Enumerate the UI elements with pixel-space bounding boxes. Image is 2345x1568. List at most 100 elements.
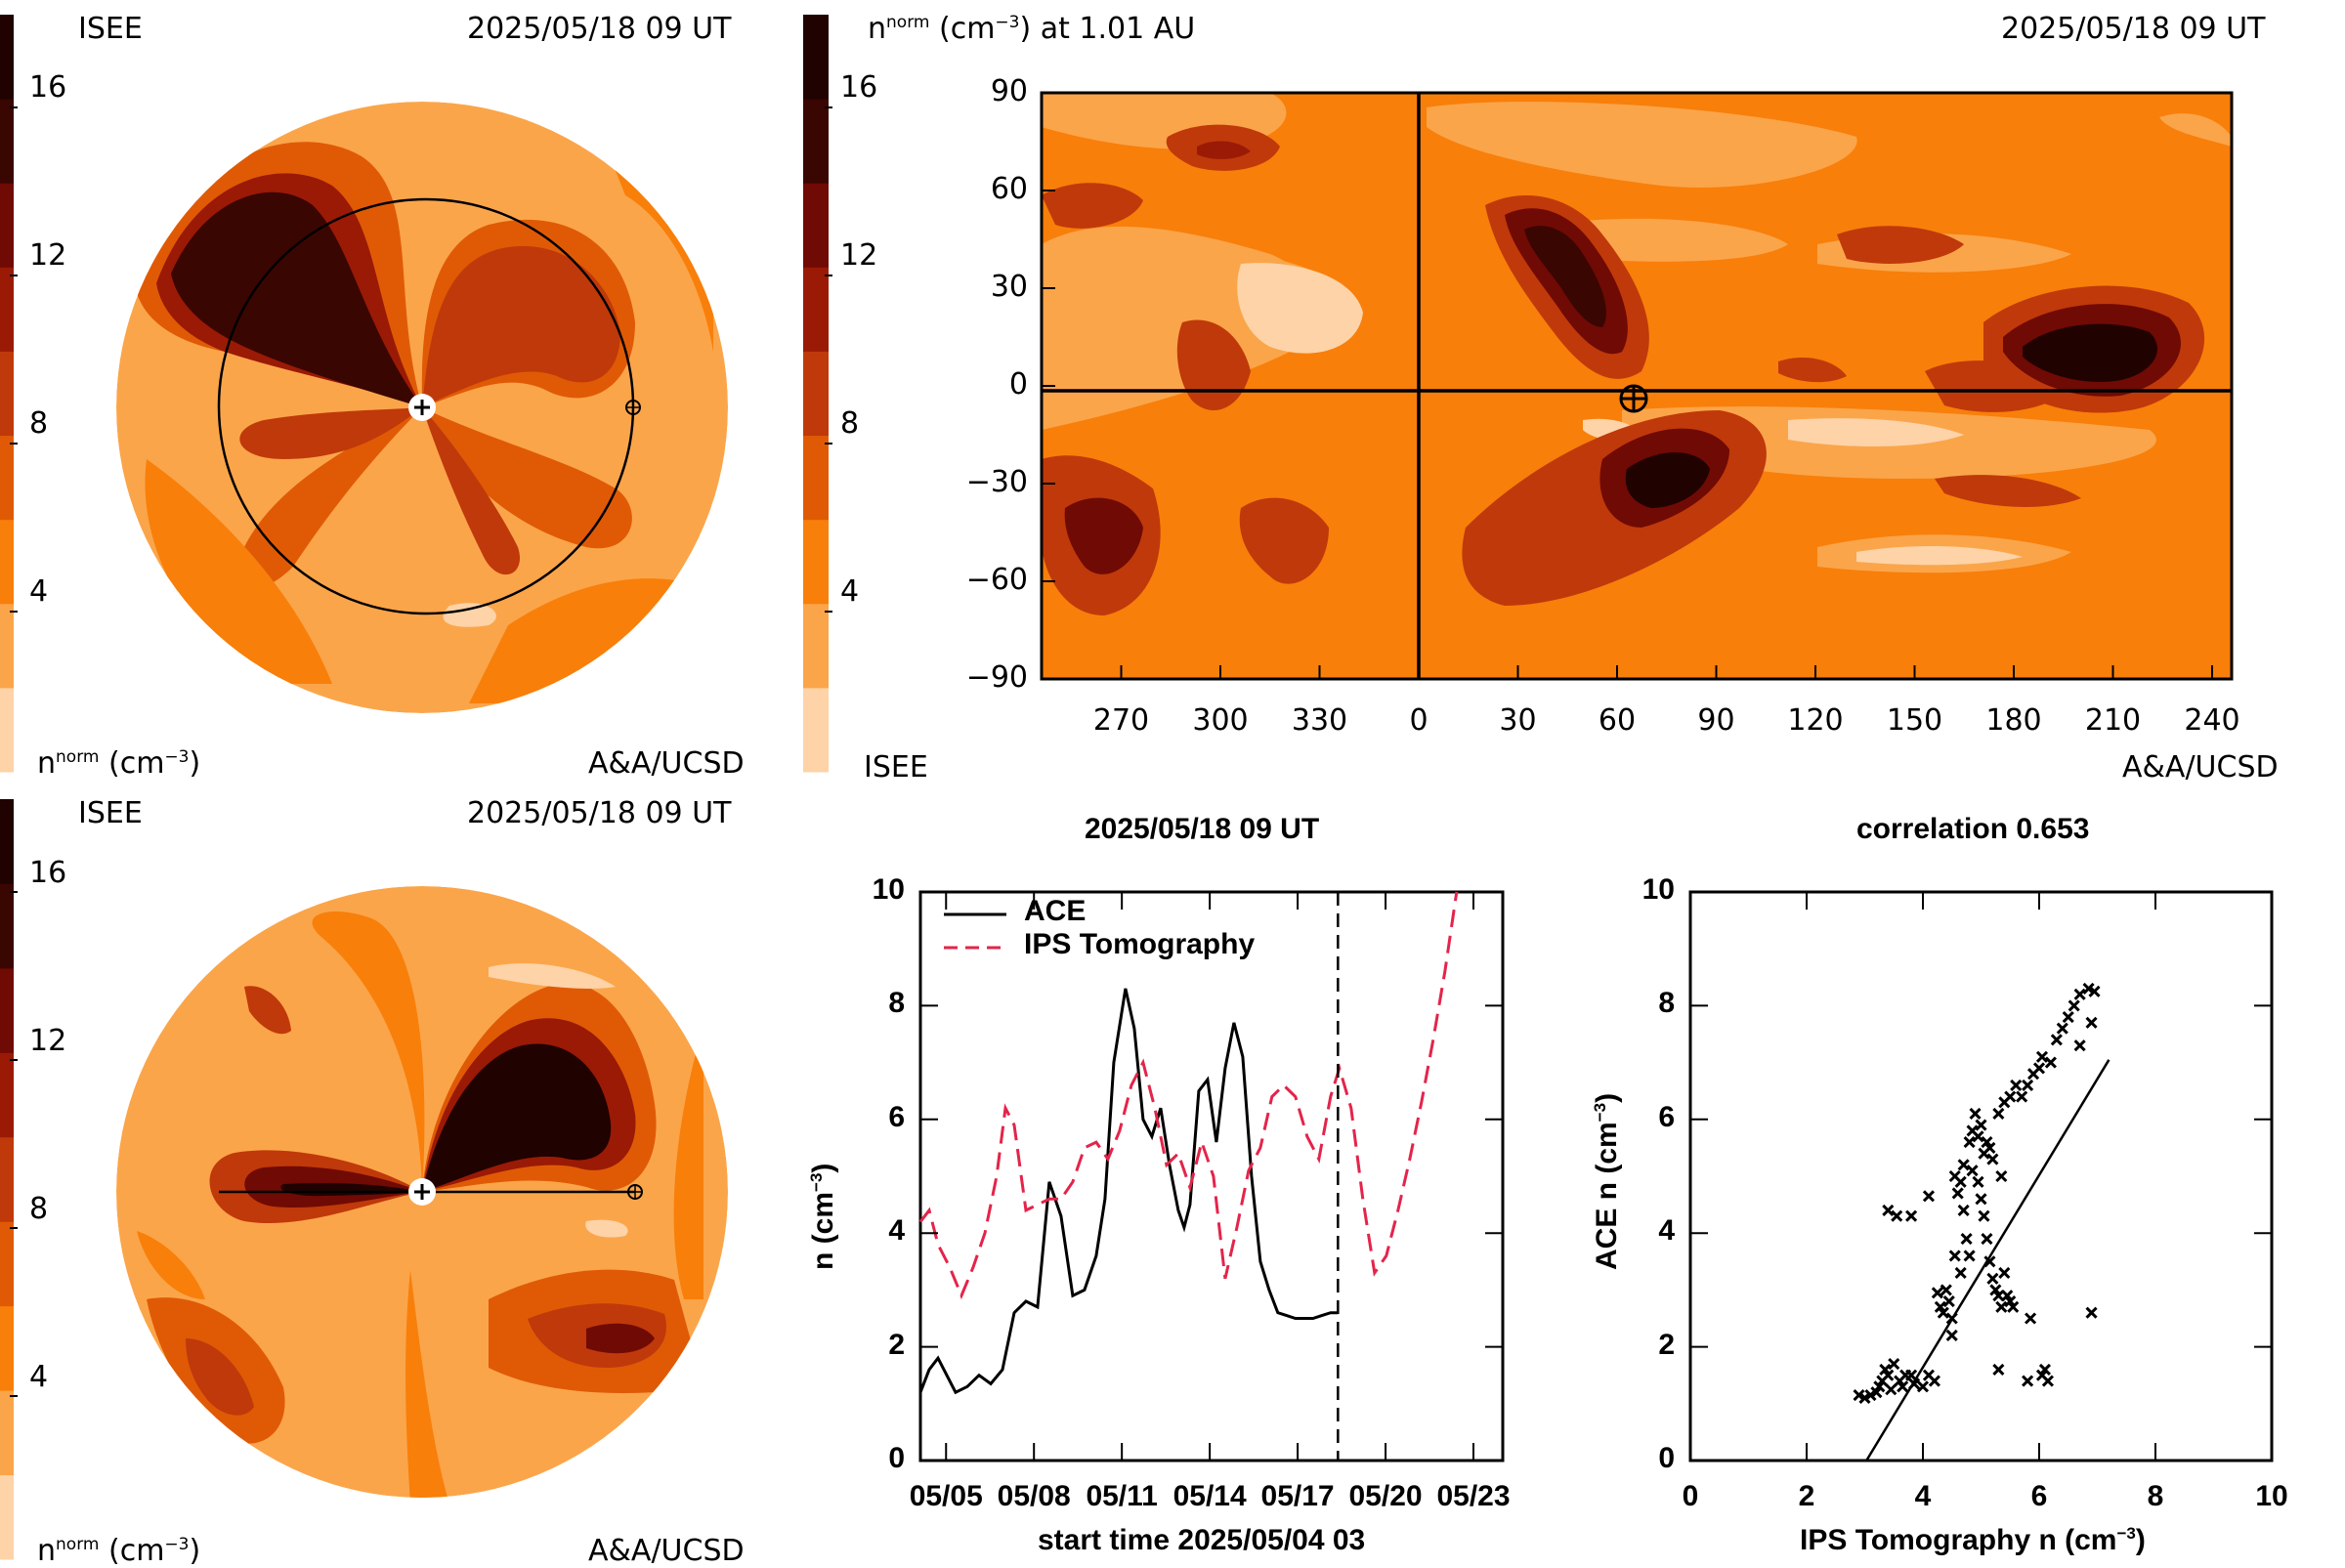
scatter-point <box>1942 1294 1955 1308</box>
longitude-tick-label: 330 <box>1291 703 1348 738</box>
fit-line <box>1865 1059 2110 1462</box>
scatter-point <box>1882 1369 1895 1381</box>
latitude-tick-label: 30 <box>990 270 1028 304</box>
x-tick-label: 05/14 <box>1172 1480 1247 1512</box>
scatter-point <box>2022 1079 2034 1091</box>
y-tick-label: 8 <box>1658 987 1675 1020</box>
longitude-tick-label: 180 <box>1985 703 2042 738</box>
scatter-point <box>1951 1187 1964 1200</box>
scatter-point <box>1948 1250 1961 1262</box>
longitude-tick-label: 90 <box>1697 703 1735 738</box>
colorbar-segment <box>803 351 829 437</box>
map-title: nnorm (cm−3) at 1.01 AU <box>868 12 1196 46</box>
latitude-tick-label: −90 <box>965 660 1028 695</box>
scatter-point <box>1940 1284 1952 1296</box>
scatter-point <box>1882 1204 1895 1216</box>
scatter-point <box>1969 1107 1982 1121</box>
scatter-point <box>1905 1369 1918 1381</box>
colorbar-segment <box>0 267 14 352</box>
colorbar-segment <box>803 99 829 184</box>
colorbar-tick-label: 16 <box>29 856 67 890</box>
colorbar-segment <box>0 435 14 521</box>
colorbar-unit-label: nnorm (cm−3) <box>37 1534 201 1568</box>
scatter-point <box>1986 1153 1999 1165</box>
scatter-point <box>2056 1022 2068 1035</box>
scatter-point <box>2050 1034 2063 1046</box>
longitude-tick-label: 0 <box>1409 703 1428 738</box>
scatter-point <box>2035 1369 2049 1381</box>
colorbar-segment <box>803 603 829 689</box>
scatter-point <box>1983 1255 1996 1268</box>
x-tick-label: 6 <box>2030 1480 2048 1512</box>
colorbar-segment <box>0 883 14 969</box>
longitude-tick-label: 210 <box>2084 703 2142 738</box>
scatter-point <box>1873 1380 1886 1393</box>
x-tick-label: 4 <box>1914 1480 1932 1512</box>
colorbar-tick-label: 4 <box>29 1360 49 1394</box>
colorbar-tick-label: 12 <box>840 238 878 273</box>
scatter-point <box>2004 1294 2017 1308</box>
scatter-point <box>1981 1136 1993 1149</box>
latitude-tick-label: −30 <box>965 465 1028 499</box>
scatter-point <box>1885 1383 1897 1396</box>
colorbar-segment <box>803 183 829 268</box>
scatter-point <box>1978 1209 1990 1222</box>
colorbar-segment <box>0 1474 14 1560</box>
ace-series-line <box>918 988 1339 1395</box>
longitude-tick-label: 60 <box>1598 703 1637 738</box>
x-tick-label: 05/08 <box>997 1480 1071 1512</box>
y-tick-label: 10 <box>872 873 905 906</box>
colorbar-tick-label: 16 <box>29 70 67 105</box>
scatter-point <box>1992 1363 2005 1376</box>
scatter-point <box>2062 1010 2074 1024</box>
scatter-point <box>2073 988 2086 1000</box>
colorbar-segment <box>0 183 14 268</box>
scatter-point <box>2085 1016 2098 1029</box>
scatter-point <box>1981 1232 1993 1246</box>
latitude-tick-label: 0 <box>1008 367 1028 402</box>
org-label: ISEE <box>78 12 143 46</box>
scatter-point <box>1954 1266 1967 1280</box>
scatter-point <box>1948 1169 1961 1183</box>
colorbar-segment <box>0 1305 14 1391</box>
scatter-point <box>2038 1363 2052 1376</box>
colorbar-segment <box>0 1136 14 1222</box>
y-tick-label: 2 <box>888 1328 905 1361</box>
legend-label-ace: ACE <box>1024 895 1087 927</box>
colorbar-tick-label: 8 <box>29 1192 49 1226</box>
colorbar-segment <box>0 1390 14 1476</box>
credit-label: A&A/UCSD <box>588 1534 745 1568</box>
colorbar-tick-label: 4 <box>840 574 860 609</box>
scatter-point <box>2068 999 2080 1012</box>
scatter-point <box>1916 1380 1930 1393</box>
y-axis-label: ACE n (cm−3) <box>1591 1092 1623 1270</box>
longitude-tick-label: 150 <box>1886 703 1943 738</box>
scatter-point <box>2085 1306 2098 1319</box>
colorbar-segment <box>0 687 14 773</box>
scatter-point <box>1986 1272 1999 1285</box>
scatter-point <box>1945 1329 1958 1342</box>
scatter-point <box>1934 1300 1946 1313</box>
scatter-point <box>1879 1363 1892 1376</box>
scatter-point <box>1922 1190 1936 1203</box>
y-tick-label: 0 <box>888 1442 905 1474</box>
scatter-point <box>1905 1209 1918 1222</box>
x-tick-label: 10 <box>2255 1480 2288 1512</box>
scatter-point <box>2032 1062 2046 1075</box>
scatter-point <box>1995 1300 2008 1313</box>
org-label: ISEE <box>864 750 928 784</box>
colorbar-segment <box>0 1052 14 1138</box>
scatter-point <box>1966 1165 1979 1177</box>
y-tick-label: 6 <box>1658 1100 1675 1133</box>
colorbar-segment <box>803 15 829 100</box>
colorbar-segment <box>803 687 829 773</box>
scatter-point <box>2035 1050 2049 1063</box>
y-tick-label: 6 <box>888 1100 905 1133</box>
longitude-tick-label: 240 <box>2184 703 2240 738</box>
scatter-point <box>1989 1284 2002 1296</box>
scatter-point <box>1957 1204 1970 1216</box>
scatter-point <box>1963 1136 1976 1149</box>
scatter-point <box>2025 1312 2037 1325</box>
